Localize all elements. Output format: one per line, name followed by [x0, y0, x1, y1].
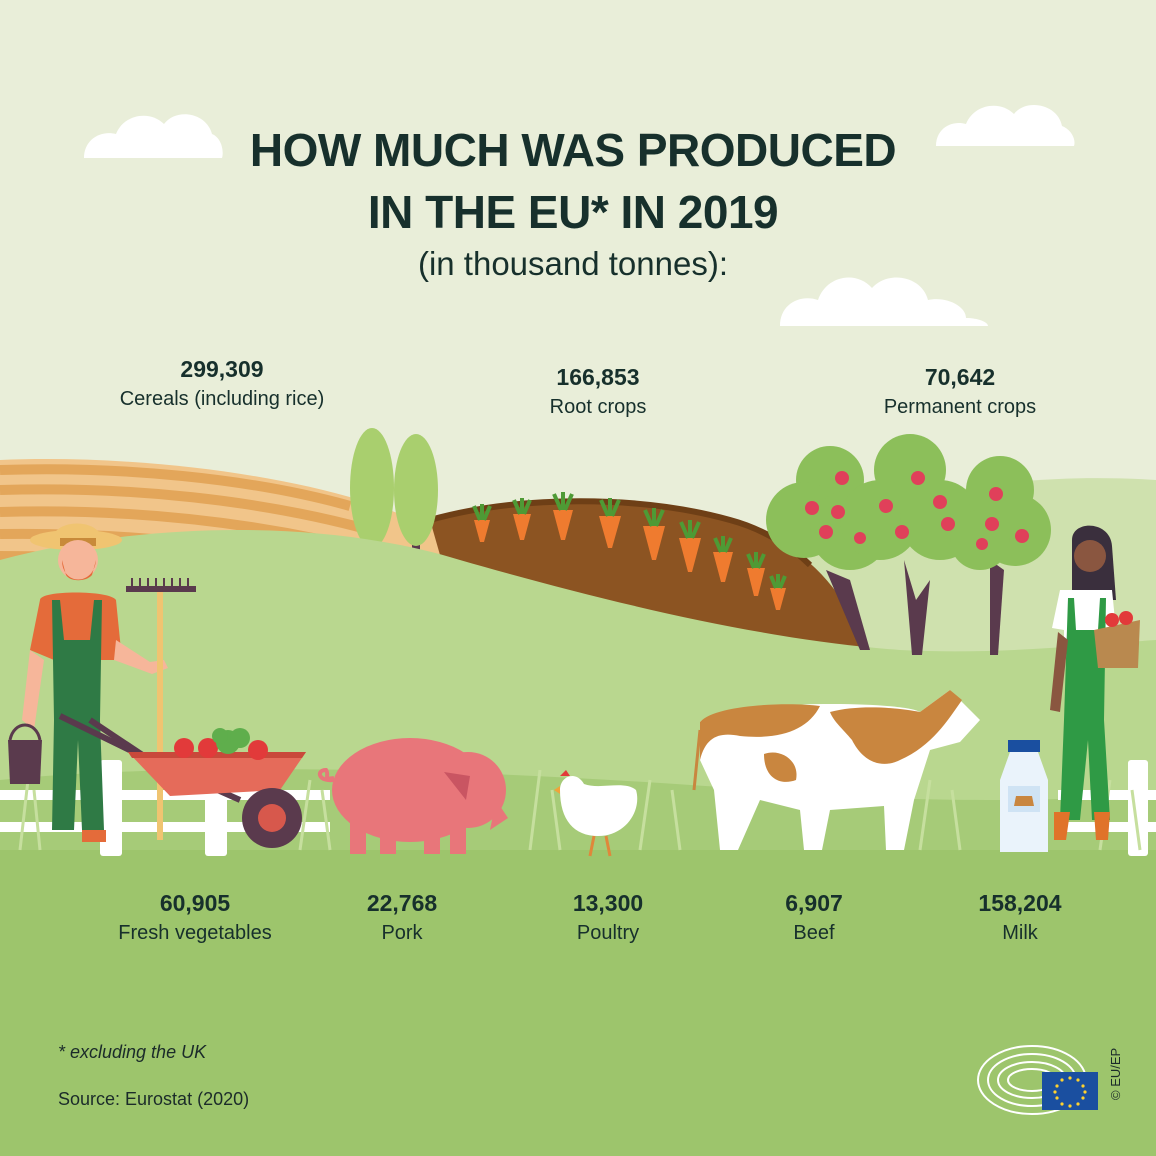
stat-label: Pork: [381, 922, 423, 944]
apple-tree-icon: [766, 434, 1051, 655]
stat-cereals: 299,309 Cereals (including rice): [72, 354, 372, 414]
stat-label: Permanent crops: [883, 396, 1037, 418]
subtitle: (in thousand tonnes):: [417, 245, 729, 282]
stat-value: 70,642: [924, 364, 996, 390]
stat-value: 60,905: [159, 890, 231, 916]
chicken-illustration: [554, 770, 638, 857]
title-line-2: IN THE EU* IN 2019: [367, 186, 779, 238]
european-parliament-logo: [977, 1045, 1098, 1115]
stat-pork: 22,768 Pork: [252, 888, 552, 948]
stat-value: 158,204: [978, 890, 1062, 916]
milk-bottle-icon: [1000, 740, 1048, 852]
stat-value: 299,309: [180, 356, 264, 382]
cloud-icon: [84, 114, 223, 158]
bucket-icon: [8, 723, 42, 784]
footnote: * excluding the UK: [58, 1042, 207, 1062]
stat-fresh-vegetables: 60,905 Fresh vegetables: [45, 888, 345, 948]
carrot-icon: [472, 492, 787, 610]
stat-label: Root crops: [549, 396, 647, 418]
stat-poultry: 13,300 Poultry: [458, 888, 758, 948]
stat-value: 13,300: [572, 890, 644, 916]
farmer-man-illustration: [22, 523, 168, 842]
copyright: © EU/EP: [1108, 1047, 1123, 1100]
stat-permanent-crops: 70,642 Permanent crops: [810, 362, 1110, 422]
stat-label: Cereals (including rice): [119, 388, 325, 410]
wheelbarrow-icon: [58, 713, 306, 848]
cow-illustration: [692, 690, 980, 850]
stat-label: Beef: [793, 922, 835, 944]
poplar-tree-icon: [350, 428, 438, 560]
stat-label: Fresh vegetables: [118, 922, 272, 944]
rake-icon: [126, 578, 196, 840]
stat-milk: 158,204 Milk: [870, 888, 1156, 948]
stat-value: 166,853: [556, 364, 640, 390]
stat-value: 22,768: [366, 890, 438, 916]
source: Source: Eurostat (2020): [58, 1089, 250, 1109]
cloud-icon: [780, 277, 988, 326]
stat-beef: 6,907 Beef: [664, 888, 964, 948]
stat-label: Poultry: [576, 922, 640, 944]
grass-ground: [0, 850, 1156, 1156]
stat-label: Milk: [1002, 922, 1038, 944]
farmer-woman-illustration: [1050, 525, 1140, 840]
stat-value: 6,907: [785, 890, 843, 916]
pig-illustration: [317, 738, 508, 854]
title-line-1: HOW MUCH WAS PRODUCED: [249, 124, 897, 176]
stat-root-crops: 166,853 Root crops: [448, 362, 748, 422]
cloud-icon: [936, 104, 1075, 146]
